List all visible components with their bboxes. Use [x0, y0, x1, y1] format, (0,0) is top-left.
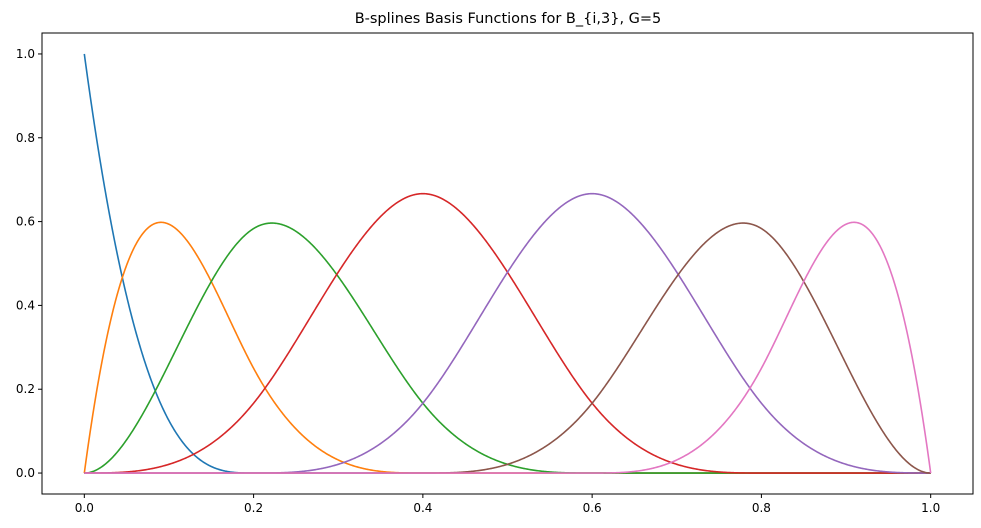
y-axis: 0.0 0.2 0.4 0.6 0.8 1.0	[16, 47, 42, 480]
series-line-2	[83, 221, 931, 474]
series-line-1	[83, 53, 931, 474]
x-tick-label: 0.4	[413, 501, 432, 515]
y-tick-label: 0.0	[16, 466, 35, 480]
x-axis: 0.0 0.2 0.4 0.6 0.8 1.0	[75, 494, 940, 515]
chart-title: B-splines Basis Functions for B_{i,3}, G…	[355, 11, 662, 27]
y-tick-label: 0.8	[16, 131, 35, 145]
axes-frame	[41, 32, 974, 495]
series-line-3	[84, 222, 931, 474]
series-line-7	[84, 221, 932, 474]
x-tick-label: 0.0	[75, 501, 94, 515]
y-tick-label: 0.6	[16, 215, 35, 229]
x-tick-label: 0.8	[752, 501, 771, 515]
x-tick-label: 0.2	[244, 501, 263, 515]
plot-area	[41, 32, 974, 495]
series-layer	[83, 53, 932, 474]
x-tick-label: 1.0	[921, 501, 940, 515]
series-line-5	[84, 192, 931, 474]
y-tick-label: 0.2	[16, 382, 35, 396]
y-tick-label: 0.4	[16, 298, 35, 312]
series-line-4	[84, 192, 931, 474]
y-tick-label: 1.0	[16, 47, 35, 61]
x-tick-label: 0.6	[583, 501, 602, 515]
series-line-6	[84, 222, 931, 474]
